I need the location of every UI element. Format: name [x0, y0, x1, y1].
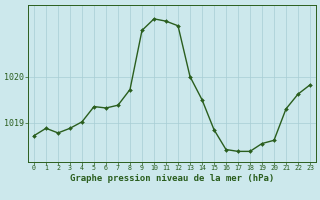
X-axis label: Graphe pression niveau de la mer (hPa): Graphe pression niveau de la mer (hPa)	[70, 174, 274, 183]
